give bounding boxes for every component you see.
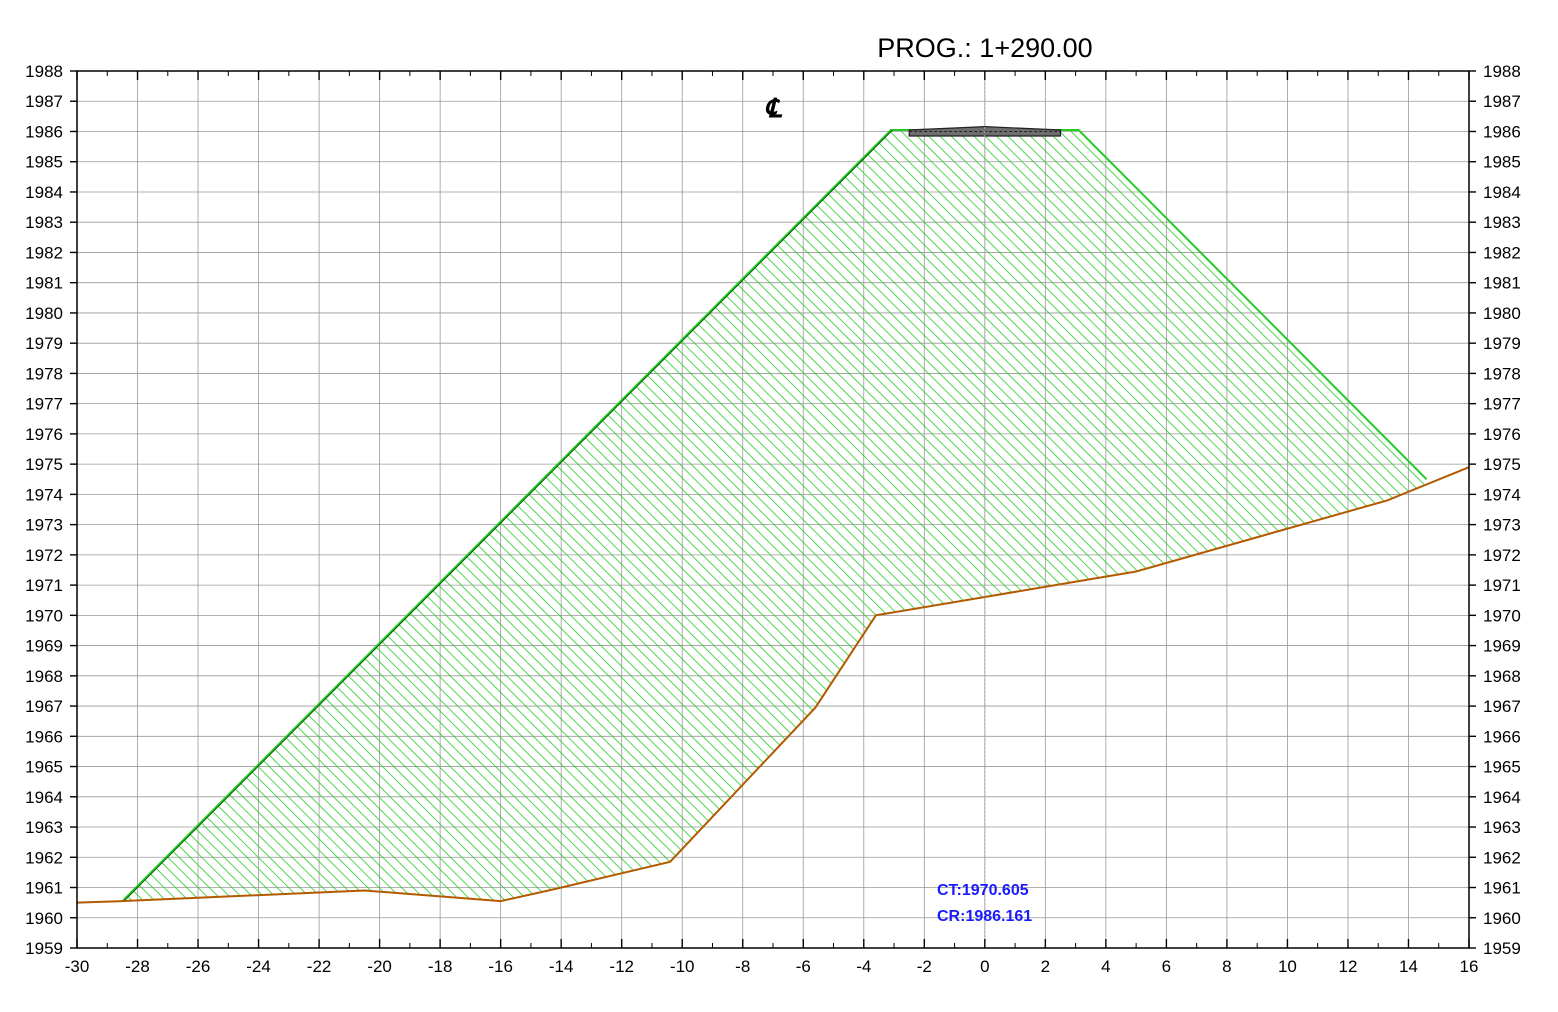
x-tick-label: -6: [796, 957, 811, 976]
x-tick-label: 4: [1101, 957, 1110, 976]
y-tick-label-right: 1978: [1483, 364, 1521, 383]
y-tick-label-left: 1961: [25, 879, 63, 898]
y-tick-label-left: 1970: [25, 606, 63, 625]
y-tick-label-right: 1969: [1483, 637, 1521, 656]
embankment-fill-hatch: [122, 130, 1427, 902]
x-tick-label: 0: [980, 957, 989, 976]
y-tick-label-right: 1984: [1483, 183, 1521, 202]
y-tick-label-left: 1960: [25, 909, 63, 928]
y-tick-label-left: 1979: [25, 334, 63, 353]
x-tick-label: -12: [609, 957, 634, 976]
x-tick-label: -18: [428, 957, 453, 976]
y-tick-label-left: 1965: [25, 758, 63, 777]
x-tick-label: 2: [1041, 957, 1050, 976]
y-tick-label-right: 1976: [1483, 425, 1521, 444]
y-tick-label-left: 1974: [25, 485, 63, 504]
y-tick-label-left: 1978: [25, 364, 63, 383]
y-tick-label-left: 1987: [25, 92, 63, 111]
y-tick-label-right: 1973: [1483, 516, 1521, 535]
y-tick-label-left: 1983: [25, 213, 63, 232]
y-tick-label-left: 1967: [25, 697, 63, 716]
y-tick-label-left: 1984: [25, 183, 63, 202]
x-tick-label: 14: [1399, 957, 1418, 976]
x-tick-label: -16: [488, 957, 513, 976]
y-tick-label-right: 1960: [1483, 909, 1521, 928]
x-tick-label: 12: [1338, 957, 1357, 976]
cr-annotation: CR:1986.161: [937, 908, 1032, 925]
y-tick-label-right: 1962: [1483, 848, 1521, 867]
y-tick-label-left: 1972: [25, 546, 63, 565]
y-tick-label-left: 1971: [25, 576, 63, 595]
y-tick-label-right: 1971: [1483, 576, 1521, 595]
y-tick-label-right: 1959: [1483, 939, 1521, 958]
y-tick-label-right: 1965: [1483, 758, 1521, 777]
x-tick-label: -20: [367, 957, 392, 976]
y-tick-label-left: 1966: [25, 727, 63, 746]
y-tick-label-right: 1986: [1483, 122, 1521, 141]
y-tick-label-right: 1988: [1483, 62, 1521, 81]
y-tick-label-left: 1963: [25, 818, 63, 837]
x-tick-label: -4: [856, 957, 871, 976]
y-tick-label-right: 1963: [1483, 818, 1521, 837]
y-tick-label-right: 1979: [1483, 334, 1521, 353]
x-tick-label: 8: [1222, 957, 1231, 976]
y-tick-label-right: 1972: [1483, 546, 1521, 565]
y-tick-label-right: 1983: [1483, 213, 1521, 232]
y-tick-label-right: 1961: [1483, 879, 1521, 898]
y-tick-label-right: 1982: [1483, 243, 1521, 262]
y-tick-label-left: 1959: [25, 939, 63, 958]
y-tick-label-right: 1970: [1483, 606, 1521, 625]
x-tick-label: -8: [735, 957, 750, 976]
y-tick-label-right: 1966: [1483, 727, 1521, 746]
x-tick-label: -30: [65, 957, 90, 976]
x-tick-label: -14: [549, 957, 574, 976]
y-tick-label-left: 1962: [25, 848, 63, 867]
x-tick-label: 16: [1460, 957, 1479, 976]
y-tick-label-right: 1977: [1483, 395, 1521, 414]
y-tick-label-right: 1987: [1483, 92, 1521, 111]
y-tick-label-right: 1980: [1483, 304, 1521, 323]
terrain-line: [76, 466, 1470, 904]
x-tick-label: 6: [1162, 957, 1171, 976]
ct-annotation: CT:1970.605: [937, 882, 1029, 899]
y-tick-label-left: 1988: [25, 62, 63, 81]
y-tick-label-left: 1977: [25, 395, 63, 414]
y-tick-label-right: 1968: [1483, 667, 1521, 686]
y-tick-label-left: 1982: [25, 243, 63, 262]
y-tick-label-right: 1964: [1483, 788, 1521, 807]
x-tick-label: -28: [125, 957, 150, 976]
y-tick-label-left: 1973: [25, 516, 63, 535]
y-tick-label-right: 1975: [1483, 455, 1521, 474]
y-tick-label-left: 1964: [25, 788, 63, 807]
x-tick-label: -10: [670, 957, 695, 976]
x-tick-label: -22: [307, 957, 332, 976]
axis-labels: -30 -28 -26 -24 -22 -20 -18 -16 -14 -12 -10 -8 -6 -4-…: [25, 62, 1521, 976]
y-tick-label-right: 1981: [1483, 274, 1521, 293]
x-tick-label: 10: [1278, 957, 1297, 976]
fill-layer: [122, 130, 1427, 902]
y-tick-label-left: 1976: [25, 425, 63, 444]
x-tick-label: -2: [917, 957, 932, 976]
y-tick-label-left: 1975: [25, 455, 63, 474]
lines-layer: [76, 71, 1470, 948]
x-tick-label: -26: [186, 957, 211, 976]
y-tick-label-right: 1985: [1483, 153, 1521, 172]
centerline-symbol: ℄: [765, 93, 783, 123]
y-tick-label-left: 1980: [25, 304, 63, 323]
y-tick-label-left: 1968: [25, 667, 63, 686]
y-tick-label-left: 1985: [25, 153, 63, 172]
y-tick-label-right: 1974: [1483, 485, 1521, 504]
x-tick-label: -24: [246, 957, 271, 976]
axis-ticks: [70, 70, 1476, 949]
y-tick-label-left: 1986: [25, 122, 63, 141]
y-tick-label-left: 1969: [25, 637, 63, 656]
chart-title: PROG.: 1+290.00: [877, 33, 1092, 63]
y-tick-label-right: 1967: [1483, 697, 1521, 716]
y-tick-label-left: 1981: [25, 274, 63, 293]
left-slope-edge: [123, 129, 893, 902]
